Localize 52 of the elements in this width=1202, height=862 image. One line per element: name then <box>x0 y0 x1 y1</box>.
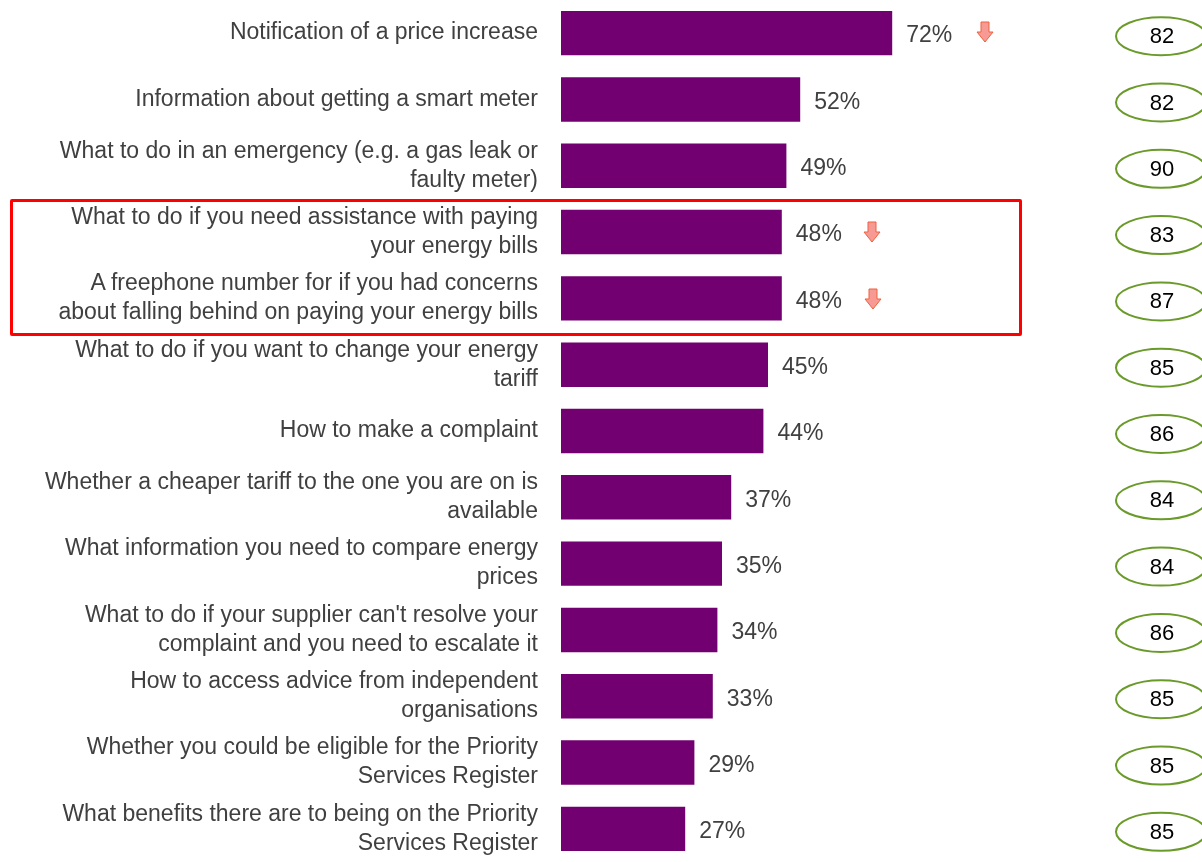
data-label: 85 <box>1149 752 1175 778</box>
y-tick-label: Information about getting a smart meter <box>135 84 539 111</box>
data-label: 82 <box>1149 23 1175 49</box>
y-tick-label: How to access advice from independent organisations <box>130 667 539 723</box>
data-label: 33% <box>726 684 773 711</box>
data-label: 84 <box>1149 487 1175 513</box>
bar <box>561 209 782 255</box>
data-label: 83 <box>1149 222 1175 248</box>
data-label: 49% <box>800 154 847 181</box>
data-label: 44% <box>777 419 824 446</box>
data-label: 27% <box>699 817 746 844</box>
bar <box>561 143 787 188</box>
data-label: 45% <box>782 353 829 380</box>
data-label: 29% <box>708 750 755 777</box>
bar <box>561 740 695 785</box>
y-tick-label: A freephone number for if you had concerns about falling behind on paying your energy bills <box>58 269 538 325</box>
data-label: 48% <box>795 286 842 313</box>
bar <box>561 77 801 122</box>
data-label: 35% <box>736 551 783 578</box>
bar <box>561 475 732 520</box>
bar <box>561 607 718 653</box>
y-tick-label: What to do in an emergency (e.g. a gas leak or faulty meter) <box>59 136 539 192</box>
y-tick-label: How to make a complaint <box>279 416 539 443</box>
data-label: 72% <box>906 21 953 48</box>
data-label: 86 <box>1149 421 1175 447</box>
data-label: 85 <box>1149 686 1175 712</box>
y-tick-label: What benefits there are to being on the Priority Services Register <box>62 799 539 855</box>
y-tick-label: What to do if you need assistance with paying your energy bills <box>71 202 538 258</box>
y-tick-label: Whether you could be eligible for the Priority Services Register <box>86 733 539 789</box>
bar <box>561 541 722 586</box>
data-label: 48% <box>795 220 842 247</box>
data-label: 84 <box>1149 553 1175 579</box>
y-tick-label: Notification of a price increase <box>229 18 538 45</box>
data-label: 82 <box>1149 89 1175 115</box>
data-label: 85 <box>1149 818 1175 844</box>
bar <box>561 806 686 852</box>
data-label: 85 <box>1149 354 1175 380</box>
data-label: 34% <box>731 618 778 645</box>
y-tick-label: What to do if your supplier can't resolve your complaint and you need to escalate it <box>84 600 539 656</box>
bar <box>561 674 713 719</box>
bar <box>561 408 764 454</box>
y-tick-label: Whether a cheaper tariff to the one you are on is available <box>44 468 538 524</box>
data-label: 52% <box>814 87 861 114</box>
data-label: 86 <box>1149 619 1175 645</box>
data-label: 90 <box>1149 155 1175 181</box>
bar <box>561 342 768 387</box>
y-tick-label: What information you need to compare energy prices <box>64 534 539 590</box>
bar <box>561 10 893 56</box>
bar <box>561 276 782 321</box>
y-tick-label: What to do if you want to change your energy tariff <box>75 335 539 391</box>
data-label: 37% <box>745 485 792 512</box>
data-label: 87 <box>1149 288 1175 314</box>
